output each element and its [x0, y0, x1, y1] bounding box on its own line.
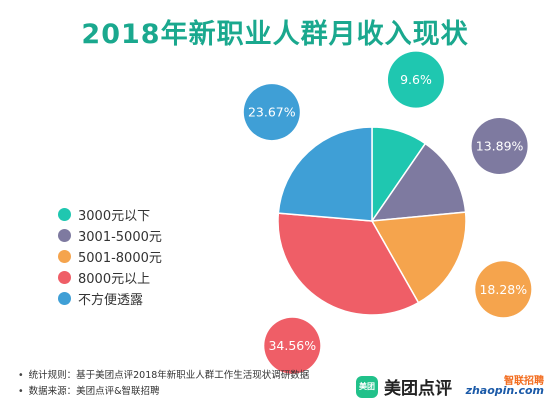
note-statistics-rule: 统计规则：基于美团点评2018年新职业人群工作生活现状调研数据	[18, 368, 310, 384]
pie-slice-1	[370, 142, 467, 222]
meituan-dianping-name: 美团点评	[384, 379, 452, 399]
legend-label-0: 3000元以下	[78, 209, 151, 224]
value-labels: 9.6% 13.89% 18.28% 34.56% 23.67%	[243, 51, 532, 374]
legend-item-0: 3000元以下	[58, 204, 162, 225]
pie-slice-4	[277, 126, 373, 222]
value-bubble-2	[475, 261, 532, 318]
legend: 3000元以下 3001-5000元 5001-8000元 8000元以上 不方便透露	[58, 204, 162, 309]
value-bubble-3	[264, 317, 321, 374]
legend-item-1: 3001-5000元	[58, 225, 162, 246]
legend-swatch-2	[58, 250, 71, 263]
zhaopin-logo: 智联招聘 zhaopin.com	[466, 372, 544, 400]
value-label-0: 9.6%	[400, 72, 432, 87]
value-bubble-0	[387, 51, 444, 108]
legend-swatch-1	[58, 229, 71, 242]
pie-slice-3	[277, 212, 420, 316]
meituan-badge-icon: 美团	[356, 375, 378, 398]
legend-label-3: 8000元以上	[78, 272, 151, 287]
legend-label-2: 5001-8000元	[78, 251, 162, 266]
value-label-3: 34.56%	[268, 338, 316, 353]
legend-swatch-4	[58, 292, 71, 305]
value-bubble-4	[243, 84, 300, 141]
note-data-source: 数据来源：美团点评&智联招聘	[18, 384, 309, 400]
legend-label-1: 3001-5000元	[78, 230, 162, 245]
zhaopin-domain: zhaopin.com	[465, 384, 544, 397]
footnotes: 统计规则：基于美团点评2018年新职业人群工作生活现状调研数据 数据来源：美团点…	[18, 368, 310, 400]
pie-slice-2	[370, 211, 467, 304]
legend-label-4: 不方便透露	[78, 293, 144, 308]
legend-swatch-3	[58, 271, 71, 284]
zhaopin-name: 智联招聘	[504, 376, 544, 387]
chart-title: 2018年新职业人群月收入现状	[81, 19, 469, 50]
legend-item-3: 8000元以上	[58, 267, 162, 288]
legend-item-2: 5001-8000元	[58, 246, 162, 267]
meituan-dianping-logo: 美团 美团点评	[356, 374, 452, 399]
value-label-4: 23.67%	[248, 105, 296, 120]
legend-item-4: 不方便透露	[58, 288, 162, 309]
value-label-2: 18.28%	[479, 282, 527, 297]
value-label-1: 13.89%	[476, 139, 524, 154]
legend-swatch-0	[58, 208, 71, 221]
value-bubble-1	[471, 118, 528, 175]
pie-slices	[277, 126, 467, 316]
